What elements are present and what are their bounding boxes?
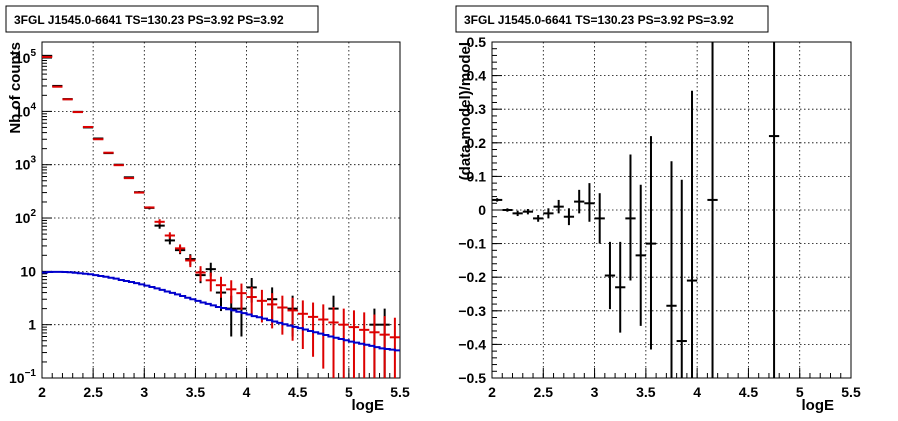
residual-point	[707, 42, 718, 378]
x-tick-label: 4	[693, 384, 701, 400]
residual-point	[625, 154, 636, 281]
model-point	[185, 255, 196, 268]
model-point	[338, 308, 349, 378]
y-axis-title: Nb of counts	[7, 42, 24, 134]
residual-point	[594, 193, 605, 244]
x-tick-label: 3.5	[186, 384, 206, 400]
residual-point	[686, 90, 698, 378]
model-point	[277, 295, 288, 335]
x-tick-label: 3.5	[636, 384, 656, 400]
chart-title: 3FGL J1545.0-6641 TS=130.23 PS=3.92 PS=3…	[464, 13, 734, 27]
residual-point	[666, 161, 677, 378]
x-axis-title: logE	[802, 397, 835, 414]
y-tick-label: −0.1	[458, 236, 486, 252]
x-tick-label: 3	[591, 384, 599, 400]
residual-point	[604, 241, 616, 310]
residual-point	[584, 183, 595, 222]
y-tick-label: 0.5	[467, 34, 487, 50]
y-tick-label: 0.4	[467, 68, 487, 84]
y-tick-label: −0.3	[458, 303, 486, 319]
y-axis-title: (data-model)/model	[457, 42, 474, 180]
model-point	[195, 266, 206, 282]
y-tick-label: 0.3	[467, 101, 487, 117]
model-point	[154, 219, 165, 225]
y-tick-label: 10	[20, 263, 36, 279]
model-point	[164, 232, 175, 239]
x-tick-label: 4	[243, 384, 251, 400]
panel-1: 3FGL J1545.0-6641 TS=130.23 PS=3.92 PS=3…	[5, 5, 410, 414]
model-point	[215, 276, 227, 298]
model-point	[389, 317, 400, 378]
model-point	[307, 302, 319, 357]
x-tick-label: 2	[488, 384, 496, 400]
residual-point	[502, 208, 513, 212]
residual-point	[563, 208, 575, 226]
y-tick-label: −0.4	[458, 336, 486, 352]
y-tick-label: 102	[15, 208, 37, 226]
y-tick-label: 1	[28, 317, 36, 333]
model-point	[205, 272, 216, 292]
model-point	[348, 310, 360, 378]
x-tick-label: 2	[38, 384, 46, 400]
residual-point	[645, 136, 657, 350]
residual-point	[543, 208, 554, 219]
residual-point	[492, 198, 503, 202]
y-tick-label: −0.5	[458, 370, 486, 386]
x-tick-label: 4.5	[739, 384, 759, 400]
model-point	[287, 297, 298, 341]
x-tick-label: 3	[140, 384, 148, 400]
residual-point	[533, 215, 544, 222]
x-tick-label: 5	[796, 384, 804, 400]
y-tick-label: 104	[15, 101, 37, 119]
y-tick-label: 0.2	[467, 135, 487, 151]
residual-point	[768, 42, 780, 378]
x-tick-label: 5.5	[390, 384, 410, 400]
model-point	[226, 280, 237, 304]
x-tick-label: 2.5	[83, 384, 103, 400]
model-point	[379, 316, 390, 378]
plot-frame	[41, 41, 401, 379]
y-tick-label: −0.2	[458, 269, 486, 285]
residual-point	[512, 210, 523, 217]
model-point	[318, 304, 329, 369]
residual-point	[574, 189, 585, 214]
source-model-line	[42, 270, 400, 352]
model-point	[236, 283, 247, 310]
y-tick-label: 0.1	[467, 168, 487, 184]
model-point	[297, 300, 308, 349]
residual-point	[553, 199, 564, 214]
model-point	[267, 293, 278, 329]
plot-area	[492, 42, 780, 378]
x-axis-title: logE	[352, 397, 385, 414]
residual-point	[615, 241, 626, 333]
y-tick-label: 103	[15, 155, 37, 173]
x-tick-label: 5	[345, 384, 353, 400]
y-tick-label: 0	[478, 202, 486, 218]
y-tick-label: 105	[15, 48, 37, 66]
x-tick-label: 5.5	[841, 384, 861, 400]
title-box	[455, 5, 769, 33]
model-point	[174, 244, 186, 254]
x-tick-label: 2.5	[534, 384, 554, 400]
title-box	[5, 5, 319, 33]
x-tick-label: 4.5	[288, 384, 308, 400]
y-tick-label: 10−1	[9, 368, 36, 386]
model-point	[328, 306, 339, 378]
residual-point	[522, 208, 534, 215]
residual-point	[676, 179, 687, 378]
plot-area	[42, 54, 400, 378]
chart-title: 3FGL J1545.0-6641 TS=130.23 PS=3.92 PS=3…	[14, 13, 284, 27]
panel-2: 3FGL J1545.0-6641 TS=130.23 PS=3.92 PS=3…	[455, 5, 861, 414]
model-point	[246, 286, 257, 316]
residual-point	[635, 184, 646, 326]
